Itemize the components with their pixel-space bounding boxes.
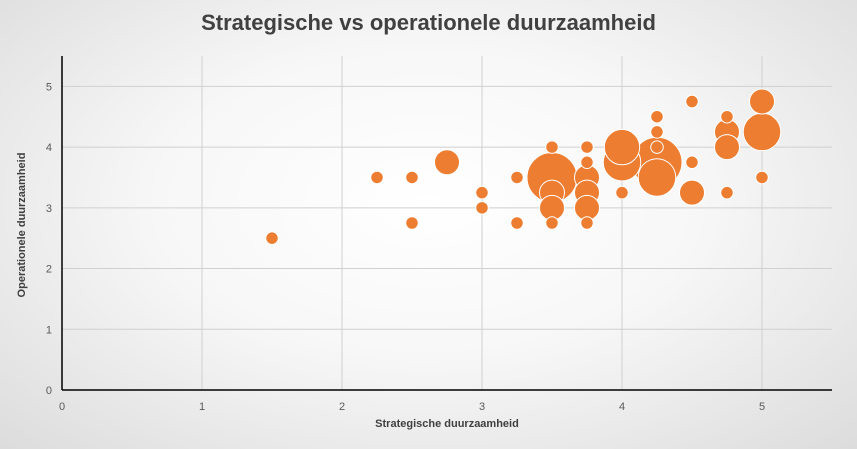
bubble-point bbox=[720, 185, 734, 200]
bubble-point bbox=[545, 216, 559, 230]
y-tick-label: 1 bbox=[46, 324, 52, 336]
bubble-point bbox=[603, 128, 641, 166]
gridlines bbox=[62, 56, 832, 390]
bubble-point bbox=[650, 109, 664, 124]
bubble-point bbox=[580, 155, 594, 170]
bubble-point bbox=[714, 134, 740, 161]
bubble-point bbox=[510, 170, 524, 185]
bubble-point bbox=[265, 231, 279, 245]
bubble-point bbox=[650, 140, 664, 154]
y-tick-label: 4 bbox=[46, 142, 52, 154]
bubble-point bbox=[755, 170, 769, 185]
chart-title: Strategische vs operationele duurzaamhei… bbox=[201, 10, 656, 35]
bubble-point bbox=[475, 185, 489, 200]
bubble-point bbox=[405, 216, 419, 230]
x-tick-label: 4 bbox=[619, 401, 625, 413]
bubble-point bbox=[742, 112, 782, 152]
x-axis-title: Strategische duurzaamheid bbox=[375, 418, 519, 430]
y-axis-title: Operationele duurzaamheid bbox=[16, 152, 28, 298]
bubble-point bbox=[720, 109, 734, 124]
bubble-point bbox=[615, 185, 629, 200]
tick-labels: 0 1 2 3 4 5 0 1 2 3 4 5 bbox=[46, 81, 765, 413]
bubble-point bbox=[370, 170, 384, 185]
bubble-point bbox=[685, 94, 699, 109]
x-tick-label: 2 bbox=[339, 401, 345, 413]
bubble-point bbox=[434, 149, 460, 176]
x-tick-label: 1 bbox=[199, 401, 205, 413]
x-tick-label: 3 bbox=[479, 401, 485, 413]
y-tick-label: 0 bbox=[46, 385, 52, 397]
bubble-point bbox=[545, 140, 559, 154]
y-tick-label: 3 bbox=[46, 203, 52, 215]
bubble-point bbox=[580, 140, 594, 154]
bubble-point bbox=[510, 216, 524, 230]
bubbles bbox=[265, 88, 782, 245]
y-tick-label: 5 bbox=[46, 81, 52, 93]
x-tick-label: 5 bbox=[759, 401, 765, 413]
axes bbox=[61, 56, 832, 391]
x-tick-label: 0 bbox=[59, 401, 65, 413]
bubble-point bbox=[679, 179, 705, 206]
bubble-point bbox=[405, 170, 419, 185]
bubble-point bbox=[685, 155, 699, 170]
bubble-point bbox=[749, 88, 775, 115]
bubble-point bbox=[637, 158, 677, 197]
bubble-point bbox=[475, 201, 489, 215]
bubble-point bbox=[650, 125, 664, 139]
y-tick-label: 2 bbox=[46, 264, 52, 276]
bubble-point bbox=[580, 216, 594, 230]
